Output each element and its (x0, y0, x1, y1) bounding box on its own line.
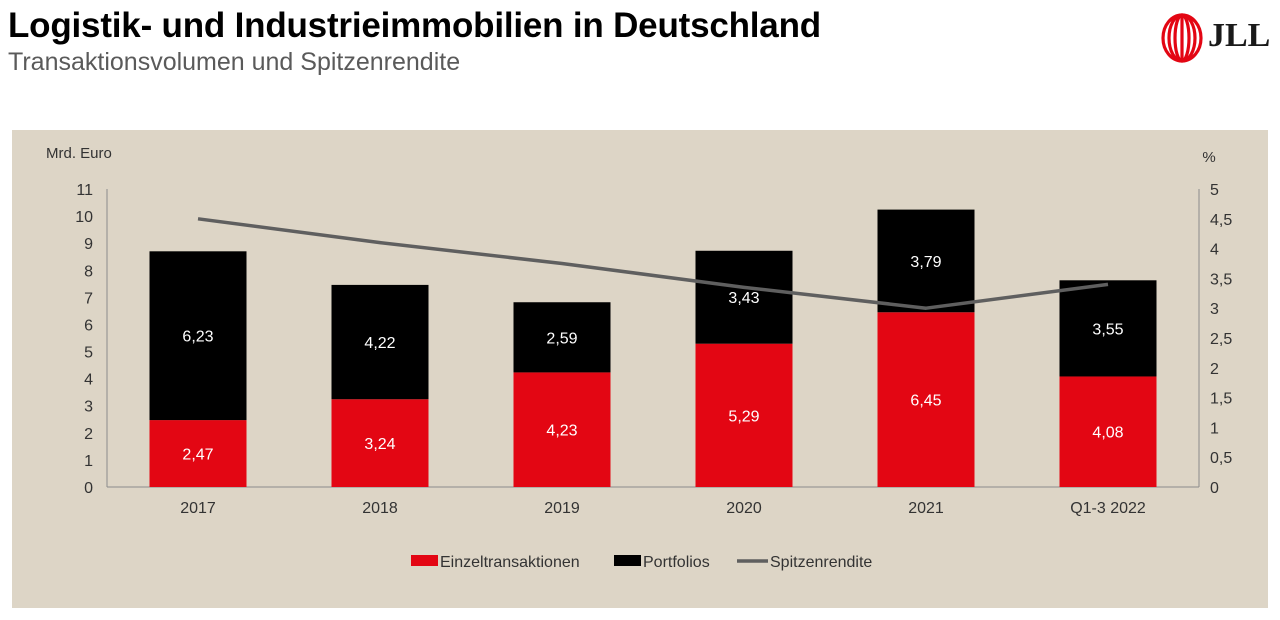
data-label-einzeltransaktionen: 4,08 (1092, 425, 1123, 442)
y-left-tick-label: 2 (84, 426, 93, 443)
x-tick-label: 2017 (180, 500, 216, 517)
y-right-unit: % (1202, 149, 1215, 166)
jll-logo: JLL (1160, 8, 1272, 68)
data-label-portfolios: 3,79 (910, 254, 941, 271)
bar-portfolios (877, 209, 975, 313)
y-left-tick-label: 0 (84, 480, 93, 497)
y-right-tick-label: 2 (1210, 361, 1219, 378)
x-tick-label: 2021 (908, 500, 944, 517)
x-tick-label: 2018 (362, 500, 398, 517)
y-left-tick-label: 1 (84, 453, 93, 470)
bar-portfolios (1059, 280, 1157, 377)
y-left-tick-label: 5 (84, 345, 93, 362)
y-left-tick-label: 9 (84, 236, 93, 253)
data-label-einzeltransaktionen: 2,47 (182, 447, 213, 464)
y-left-tick-label: 11 (76, 182, 93, 199)
data-label-einzeltransaktionen: 3,24 (364, 436, 395, 453)
y-left-unit: Mrd. Euro (46, 145, 112, 162)
legend-label-spitzenrendite: Spitzenrendite (770, 554, 872, 571)
x-tick-label: 2019 (544, 500, 580, 517)
bar-einzeltransaktionen (1059, 376, 1157, 487)
bar-einzeltransaktionen (513, 372, 611, 487)
y-right-tick-label: 0,5 (1210, 450, 1232, 467)
data-label-einzeltransaktionen: 4,23 (546, 423, 577, 440)
jll-helix-logo-icon (1161, 13, 1203, 63)
bar-portfolios (149, 251, 247, 421)
y-left-tick-label: 7 (84, 290, 93, 307)
bar-einzeltransaktionen (149, 420, 247, 487)
y-left-tick-label: 8 (84, 263, 93, 280)
bar-portfolios (695, 250, 793, 344)
bar-einzeltransaktionen (877, 312, 975, 487)
legend-swatch-portfolios (614, 555, 641, 566)
y-left-tick-label: 3 (84, 399, 93, 416)
data-label-portfolios: 4,22 (364, 335, 395, 352)
y-right-tick-label: 2,5 (1210, 331, 1232, 348)
page-subtitle: Transaktionsvolumen und Spitzenrendite (8, 48, 461, 76)
chart: Mrd. Euro % 0 1 2 3 4 5 6 7 8 9 10 11 0 0,5 1 1,5 2 2,5 3 3,5… (46, 145, 1232, 571)
x-tick-label: 2020 (726, 500, 762, 517)
legend-swatch-einzeltransaktionen (411, 555, 438, 566)
line-spitzenrendite (197, 217, 1109, 310)
y-right-tick-label: 5 (1210, 182, 1219, 199)
page-title: Logistik- und Industrieimmobilien in Deu… (8, 6, 821, 45)
y-right-tick-label: 1 (1210, 420, 1219, 437)
y-left-tick-label: 4 (84, 372, 93, 389)
chart-panel: Mrd. Euro% 0 1 2 3 4 5 6 7 8 9 10 11 0 0,5 1 1,5 2 2,5 3 3,5… (12, 130, 1268, 608)
y-right-tick-label: 1,5 (1210, 391, 1232, 408)
x-tick-label: Q1-3 2022 (1070, 500, 1146, 517)
legend-label-einzeltransaktionen: Einzeltransaktionen (440, 554, 580, 571)
logo-wordmark: JLL (1208, 17, 1271, 54)
y-left-tick-label: 6 (84, 317, 93, 334)
y-right-tick-label: 4,5 (1210, 212, 1232, 229)
data-label-einzeltransaktionen: 5,29 (728, 408, 759, 425)
data-label-portfolios: 3,55 (1092, 321, 1123, 338)
y-left-tick-label: 10 (75, 209, 93, 226)
y-right-tick-label: 3 (1210, 301, 1219, 318)
bar-einzeltransaktionen (331, 399, 429, 487)
y-right-tick-label: 4 (1210, 242, 1219, 259)
y-right-tick-label: 3,5 (1210, 271, 1232, 288)
y-right-tick-label: 0 (1210, 480, 1219, 497)
data-label-portfolios: 3,43 (728, 290, 759, 307)
bar-portfolios (331, 284, 429, 400)
data-label-portfolios: 6,23 (182, 329, 213, 346)
bar-portfolios (513, 302, 611, 373)
bar-einzeltransaktionen (695, 343, 793, 487)
legend-label-portfolios: Portfolios (643, 554, 710, 571)
data-label-einzeltransaktionen: 6,45 (910, 393, 941, 410)
data-label-portfolios: 2,59 (546, 330, 577, 347)
